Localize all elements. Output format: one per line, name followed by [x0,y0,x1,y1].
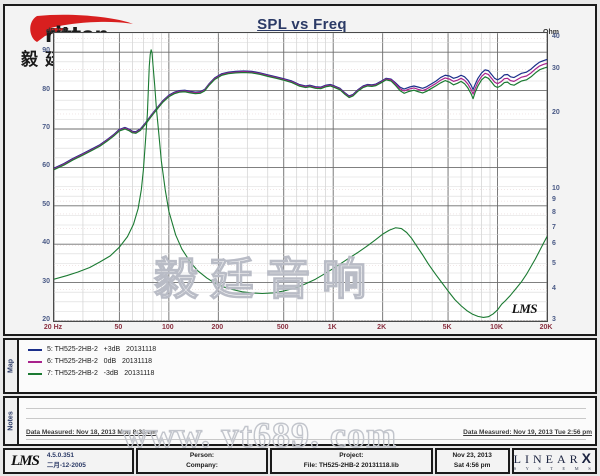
data-measured-left: Data Measured: Nov 18, 2013 Mon 8:33 am [26,429,157,436]
y-tick-label: 70 [42,124,50,131]
x-tick-label: 2K [377,324,387,331]
note-rule [26,418,586,419]
y2-tick-label: 3 [552,316,556,323]
brand-linearx: LINEARX [513,449,596,466]
y-tick-label: 50 [42,200,50,208]
status-date: Nov 23, 2013 [452,452,492,459]
measured-row: Data Measured: Nov 18, 2013 Mon 8:33 am … [26,429,592,436]
y2-tick-label: 30 [552,64,560,72]
legend-item[interactable]: 7: TH525-2HB-2 -3dB 20131118 [28,368,156,379]
x-tick-label: 100 [162,324,174,331]
y2-tick-label: 20 [552,108,560,116]
person-label: Person: [189,452,215,459]
file-label: File: TH525-2HB-2 20131118.lib [303,462,399,469]
y2-tick-label: 10 [552,184,560,192]
legend-label: 6: TH525-2HB-2 0dB 20131118 [47,358,153,365]
map-panel [3,338,597,394]
legend-item[interactable]: 5: TH525-2HB-2 +3dB 20131118 [28,344,156,355]
x-tick-label: 20 Hz [43,324,63,331]
chart-panel: SPL vs Freq ritten 毅廷音响 dB SPL Ohm 毅廷音响 … [3,4,597,336]
legend-label: 5: TH525-2HB-2 +3dB 20131118 [47,346,157,353]
status-date-cell: Nov 23, 2013 Sat 4:56 pm [434,448,510,474]
legend-color-swatch [28,360,42,363]
logo-swoosh-icon [30,14,133,42]
lms-plot-signature: LMS [511,301,538,316]
y2-tick-label: 4 [552,284,556,292]
y-tick-label: 60 [42,162,50,170]
linearx-brand-cell: LINEARX S Y S T E M S [511,448,598,474]
x-tick-label: 200 [211,324,224,331]
company-label: Company: [186,462,218,469]
brand-word: LINEAR [513,451,582,466]
status-time: Sat 4:56 pm [453,462,491,469]
project-label: Project: [339,452,364,459]
y-tick-label: 80 [42,85,50,93]
status-bar: LMS 4.5.0.351 二月-12-2005 Person: Company… [3,448,598,474]
y2-tick-label: 6 [552,240,556,248]
x-tick-label: 10K [490,324,503,331]
notes-panel[interactable] [3,396,597,446]
y-tick-label: 20 [42,316,50,323]
y-tick-label: 40 [42,239,50,247]
map-tab[interactable]: Map [3,338,19,394]
data-measured-right: Data Measured: Nov 19, 2013 Tue 2:56 pm [463,429,592,436]
x-tick-label: 50 [114,324,123,331]
legend-label: 7: TH525-2HB-2 -3dB 20131118 [47,370,155,377]
lms-logo: LMS [11,452,40,469]
legend-color-swatch [28,372,42,375]
map-tab-label: Map [7,359,15,373]
x-tick-label: 1K [327,324,337,331]
y-tick-label: 30 [42,277,50,285]
y2-tick-label: 7 [552,223,556,231]
status-person-cell[interactable]: Person: Company: [135,448,268,474]
brand-x-letter: X [581,449,596,466]
lms-version: 4.5.0.351 [46,452,74,459]
plot-area[interactable]: 毅廷音响 LMS [53,32,548,322]
page-title: SPL vs Freq [257,16,347,33]
legend-color-swatch [28,348,42,351]
y2-tick-label: 40 [552,33,560,41]
y2-tick-label: 5 [552,260,556,268]
x-tick-label: 500 [276,324,289,331]
note-rule [26,439,586,440]
y-tick-label: 90 [42,47,50,55]
plot-canvas [54,33,547,321]
status-lms-cell: LMS 4.5.0.351 二月-12-2005 [3,448,134,474]
status-project-cell[interactable]: Project: File: TH525-2HB-2 20131118.lib [269,448,433,474]
x-tick-label: 20K [539,324,553,331]
lms-build-date: 二月-12-2005 [46,462,86,469]
notes-tab[interactable]: Notes [3,396,19,446]
left-axis-unit-label: dB SPL [46,28,71,35]
brand-systems: S Y S T E M S [513,465,595,471]
legend-item[interactable]: 6: TH525-2HB-2 0dB 20131118 [28,356,156,367]
y2-tick-label: 9 [552,196,556,204]
note-rule [26,408,586,409]
y2-tick-label: 8 [552,208,556,216]
x-tick-label: 5K [442,324,452,331]
legend: 5: TH525-2HB-2 +3dB 20131118 6: TH525-2HB… [28,344,156,380]
right-axis-unit-label: Ohm [543,29,559,36]
notes-tab-label: Notes [7,411,15,431]
